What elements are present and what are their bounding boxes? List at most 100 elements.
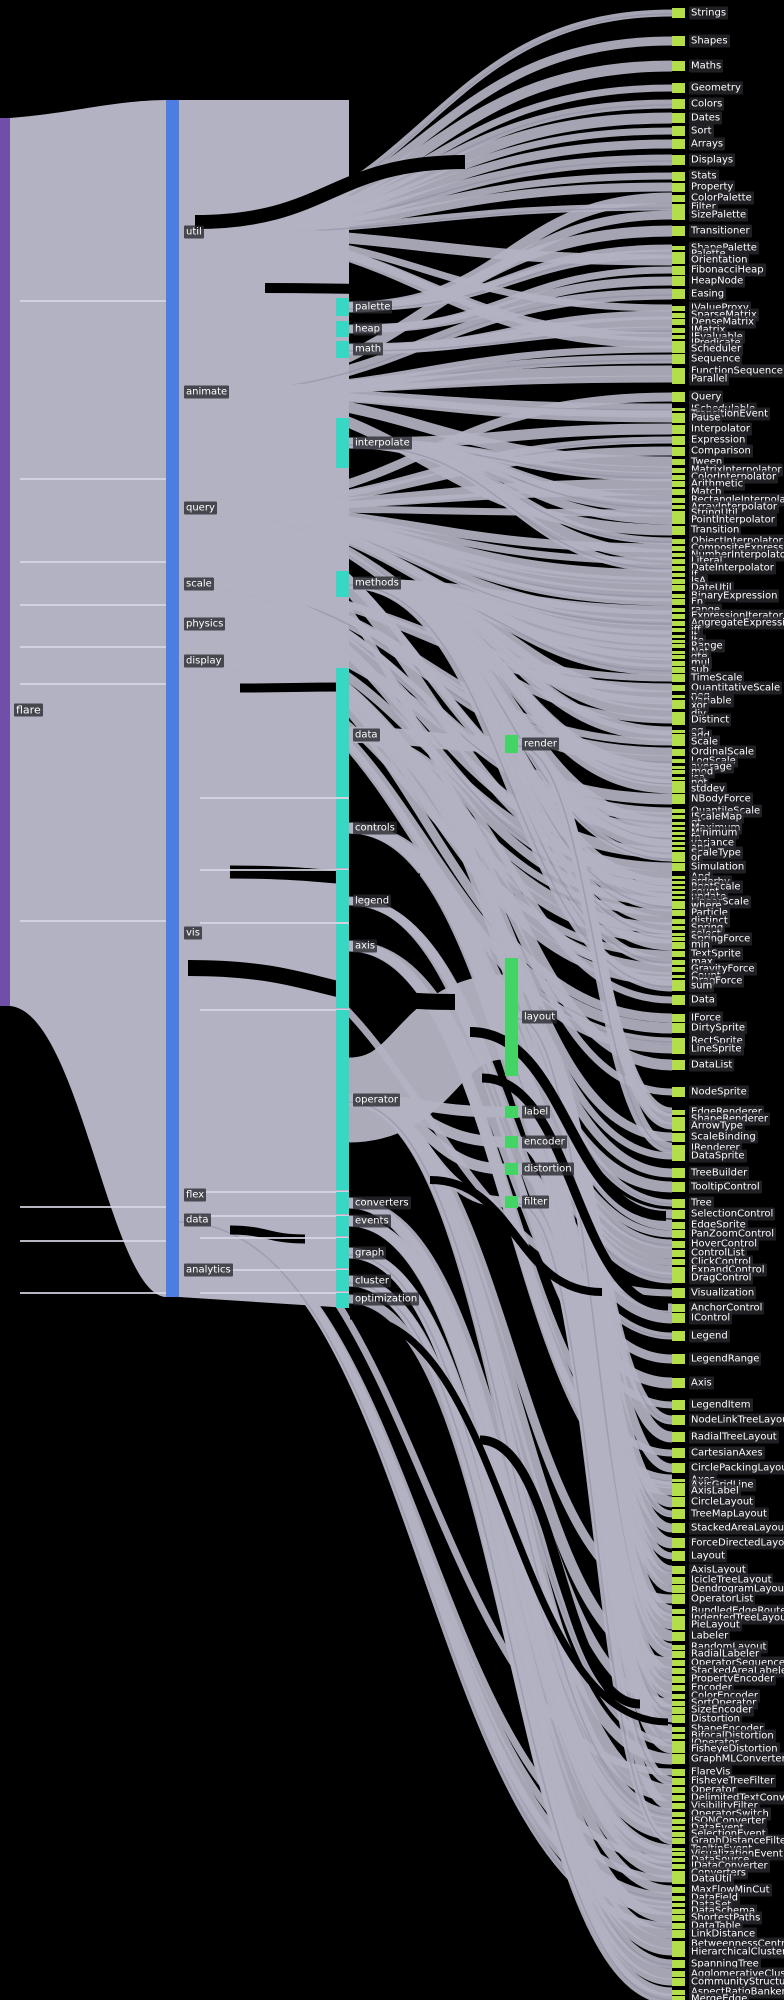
leaf-node-BetweennessCentrality[interactable]	[672, 1941, 685, 1947]
leaf-node-CircleLayout[interactable]	[672, 1497, 685, 1507]
leaf-node-Particle[interactable]	[672, 910, 685, 916]
leaf-node-DataTable[interactable]	[672, 1923, 685, 1929]
leaf-node-iff[interactable]	[672, 628, 685, 632]
leaf-node-ArrayInterpolator[interactable]	[672, 505, 685, 509]
leaf-node-FunctionSequence[interactable]	[672, 368, 685, 374]
leaf-node-ControlList[interactable]	[672, 1249, 685, 1257]
leaf-node-CirclePackingLayout[interactable]	[672, 1463, 685, 1473]
node-events[interactable]	[336, 1216, 349, 1236]
leaf-node-QuantitativeScale[interactable]	[672, 685, 685, 691]
leaf-node-div[interactable]	[672, 712, 685, 716]
leaf-node-Data[interactable]	[672, 995, 685, 1005]
leaf-node-MergeEdge[interactable]	[672, 1995, 685, 2000]
leaf-node-Axes[interactable]	[672, 1478, 685, 1482]
leaf-node-AnchorControl[interactable]	[672, 1304, 685, 1312]
leaf-node-OperatorList[interactable]	[672, 1594, 685, 1604]
leaf-node-CartesianAxes[interactable]	[672, 1448, 685, 1458]
leaf-node-Property[interactable]	[672, 182, 685, 192]
leaf-node-Axis[interactable]	[672, 1378, 685, 1388]
leaf-node-AxisLabel[interactable]	[672, 1486, 685, 1496]
leaf-node-VisibilityFilter[interactable]	[672, 1803, 685, 1809]
leaf-node-AxisGridLine[interactable]	[672, 1483, 685, 1487]
leaf-node-HoverControl[interactable]	[672, 1240, 685, 1248]
node-packages-bar[interactable]	[166, 100, 179, 1297]
leaf-node-MatrixInterpolator[interactable]	[672, 467, 685, 473]
leaf-node-TextSprite[interactable]	[672, 951, 685, 957]
leaf-node-Minimum[interactable]	[672, 831, 685, 835]
leaf-node-LogScale[interactable]	[672, 759, 685, 763]
leaf-node-Encoder[interactable]	[672, 1685, 685, 1691]
leaf-node-lte[interactable]	[672, 639, 685, 643]
node-heap[interactable]	[336, 321, 349, 337]
leaf-node-DataList[interactable]	[672, 1060, 685, 1070]
leaf-node-NumberInterpolator[interactable]	[672, 553, 685, 557]
leaf-node-NodeLinkTreeLayout[interactable]	[672, 1415, 685, 1425]
leaf-node-Arithmetic[interactable]	[672, 481, 685, 487]
node-render[interactable]	[505, 735, 518, 753]
node-cluster[interactable]	[336, 1270, 349, 1291]
leaf-node-IsA[interactable]	[672, 578, 685, 584]
leaf-node-StackedAreaLabeler[interactable]	[672, 1668, 685, 1674]
leaf-node-TooltipEvent[interactable]	[672, 1847, 685, 1851]
leaf-node-or[interactable]	[672, 854, 685, 862]
leaf-node-IValueProxy[interactable]	[672, 305, 685, 311]
leaf-node-min[interactable]	[672, 941, 685, 949]
leaf-node-Count[interactable]	[672, 974, 685, 978]
leaf-node-RootScale[interactable]	[672, 885, 685, 889]
leaf-node-Comparison[interactable]	[672, 446, 685, 456]
leaf-node-LegendItem[interactable]	[672, 1400, 685, 1410]
leaf-node-RectangleInterpolator[interactable]	[672, 497, 685, 503]
leaf-node-TreeMapLayout[interactable]	[672, 1509, 685, 1519]
leaf-node-where[interactable]	[672, 903, 685, 909]
leaf-node-orderby[interactable]	[672, 880, 685, 884]
leaf-node-stddev[interactable]	[672, 785, 685, 793]
node-palette[interactable]	[336, 298, 349, 316]
leaf-node-Match[interactable]	[672, 489, 685, 495]
leaf-node-lt[interactable]	[672, 634, 685, 638]
leaf-node-count[interactable]	[672, 890, 685, 894]
leaf-node-Legend[interactable]	[672, 1331, 685, 1341]
leaf-node-IDataConverter[interactable]	[672, 1863, 685, 1869]
leaf-node-ObjectInterpolator[interactable]	[672, 538, 685, 544]
node-methods[interactable]	[336, 571, 349, 597]
leaf-node-Easing[interactable]	[672, 289, 685, 299]
leaf-node-DirtySprite[interactable]	[672, 1023, 685, 1033]
leaf-node-If[interactable]	[672, 573, 685, 577]
node-converters[interactable]	[336, 1192, 349, 1214]
node-controls[interactable]	[336, 799, 349, 868]
node-math[interactable]	[336, 341, 349, 358]
leaf-node-NodeSprite[interactable]	[672, 1087, 685, 1097]
leaf-node-Filter[interactable]	[672, 204, 685, 210]
leaf-node-BinaryExpression[interactable]	[672, 594, 685, 598]
leaf-node-Spring[interactable]	[672, 926, 685, 930]
leaf-node-Sort[interactable]	[672, 126, 685, 136]
leaf-node-Distinct[interactable]	[672, 715, 685, 725]
leaf-node-Stats[interactable]	[672, 171, 685, 181]
leaf-node-ColorInterpolator[interactable]	[672, 474, 685, 480]
leaf-node-ColorEncoder[interactable]	[672, 1693, 685, 1699]
leaf-node-OperatorSequence[interactable]	[672, 1660, 685, 1666]
leaf-node-range[interactable]	[672, 608, 685, 612]
leaf-node-update[interactable]	[672, 895, 685, 899]
leaf-node-SelectionEvent[interactable]	[672, 1831, 685, 1837]
node-interpolate[interactable]	[336, 418, 349, 468]
leaf-node-IndentedTreeLayout[interactable]	[672, 1615, 685, 1621]
leaf-node-Fn[interactable]	[672, 599, 685, 605]
leaf-node-EdgeSprite[interactable]	[672, 1221, 685, 1229]
leaf-node-Converters[interactable]	[672, 1871, 685, 1875]
leaf-node-SortOperator[interactable]	[672, 1700, 685, 1706]
node-layout[interactable]	[505, 958, 518, 1076]
leaf-node-Query[interactable]	[672, 392, 685, 402]
leaf-node-add[interactable]	[672, 734, 685, 738]
leaf-node-Parallel[interactable]	[672, 374, 685, 384]
leaf-node-BifocalDistortion[interactable]	[672, 1733, 685, 1739]
leaf-node-AspectRatioBanker[interactable]	[672, 1989, 685, 1995]
leaf-node-DragControl[interactable]	[672, 1273, 685, 1283]
leaf-node-fn[interactable]	[672, 836, 685, 840]
node-distortion[interactable]	[505, 1163, 518, 1175]
leaf-node-And[interactable]	[672, 875, 685, 879]
leaf-node-Interpolator[interactable]	[672, 424, 685, 434]
leaf-node-Labeler[interactable]	[672, 1631, 685, 1641]
leaf-node-DendrogramLayout[interactable]	[672, 1585, 685, 1593]
leaf-node-RandomLayout[interactable]	[672, 1644, 685, 1650]
